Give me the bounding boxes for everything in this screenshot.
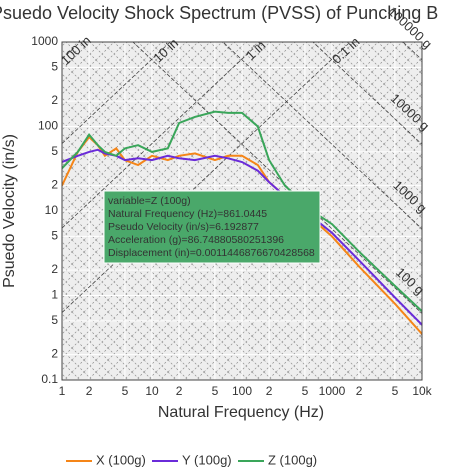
diagonal-lines: [62, 42, 422, 314]
acceleration-line: [132, 42, 422, 314]
legend-label: Z (100g): [268, 452, 317, 467]
y-tick-label: 100: [38, 119, 58, 133]
x-tick-label: 5: [392, 384, 399, 398]
y-tick-label: 2: [51, 93, 58, 107]
x-tick-label: 2: [266, 384, 273, 398]
displacement-line: [62, 42, 261, 229]
tooltip-box: [103, 190, 321, 264]
plot-frame: [61, 41, 423, 381]
y-tick-label: 10: [45, 203, 59, 217]
x-tick-label: 10k: [412, 384, 432, 398]
y-tick-label: 5: [51, 229, 58, 243]
displacement-line: [62, 42, 351, 313]
x-tick-label: 2: [86, 384, 93, 398]
tooltip-line: variable=Z (100g): [108, 195, 191, 207]
legend-label: Y (100g): [182, 452, 232, 467]
x-tick-label: 1: [59, 384, 66, 398]
x-tick-label: 5: [122, 384, 129, 398]
legend: X (100g) Y (100g) Z (100g): [66, 452, 317, 467]
tooltip-line: Displacement (in)=0.0011446876670428568: [108, 247, 315, 259]
tooltip-line: Acceleration (g)=86.74880580251396: [108, 234, 284, 246]
legend-label: X (100g): [96, 452, 146, 467]
x-tick-label: 5: [212, 384, 219, 398]
chart-title: Psuedo Velocity Shock Spectrum (PVSS) of…: [0, 3, 438, 23]
x-axis-label: Natural Frequency (Hz): [158, 404, 324, 421]
y-tick-label: 5: [51, 313, 58, 327]
y-tick-label: 1000: [31, 34, 58, 48]
x-tick-label: 10: [145, 384, 159, 398]
x-tick-label: 2: [356, 384, 363, 398]
y-tick-label: 5: [51, 144, 58, 158]
x-tick-label: 100: [232, 384, 252, 398]
acceleration-line: [222, 42, 422, 230]
y-axis-label: Psuedo Velocity (in/s): [1, 134, 18, 288]
x-tick-label: 1000: [319, 384, 346, 398]
tooltip-line: Natural Frequency (Hz)=861.0445: [108, 208, 267, 220]
x-tick-label: 2: [176, 384, 183, 398]
tooltip: variable=Z (100g)Natural Frequency (Hz)=…: [103, 190, 321, 264]
acceleration-line: [312, 42, 422, 145]
y-tick-label: 2: [51, 178, 58, 192]
y-tick-label: 5: [51, 60, 58, 74]
y-tick-label: 0.1: [41, 372, 58, 386]
y-tick-label: 2: [51, 262, 58, 276]
tooltip-line: Pseudo Velocity (in/s)=6.192877: [108, 221, 259, 233]
y-tick-label: 2: [51, 347, 58, 361]
y-tick-label: 1: [51, 288, 58, 302]
x-tick-label: 5: [302, 384, 309, 398]
